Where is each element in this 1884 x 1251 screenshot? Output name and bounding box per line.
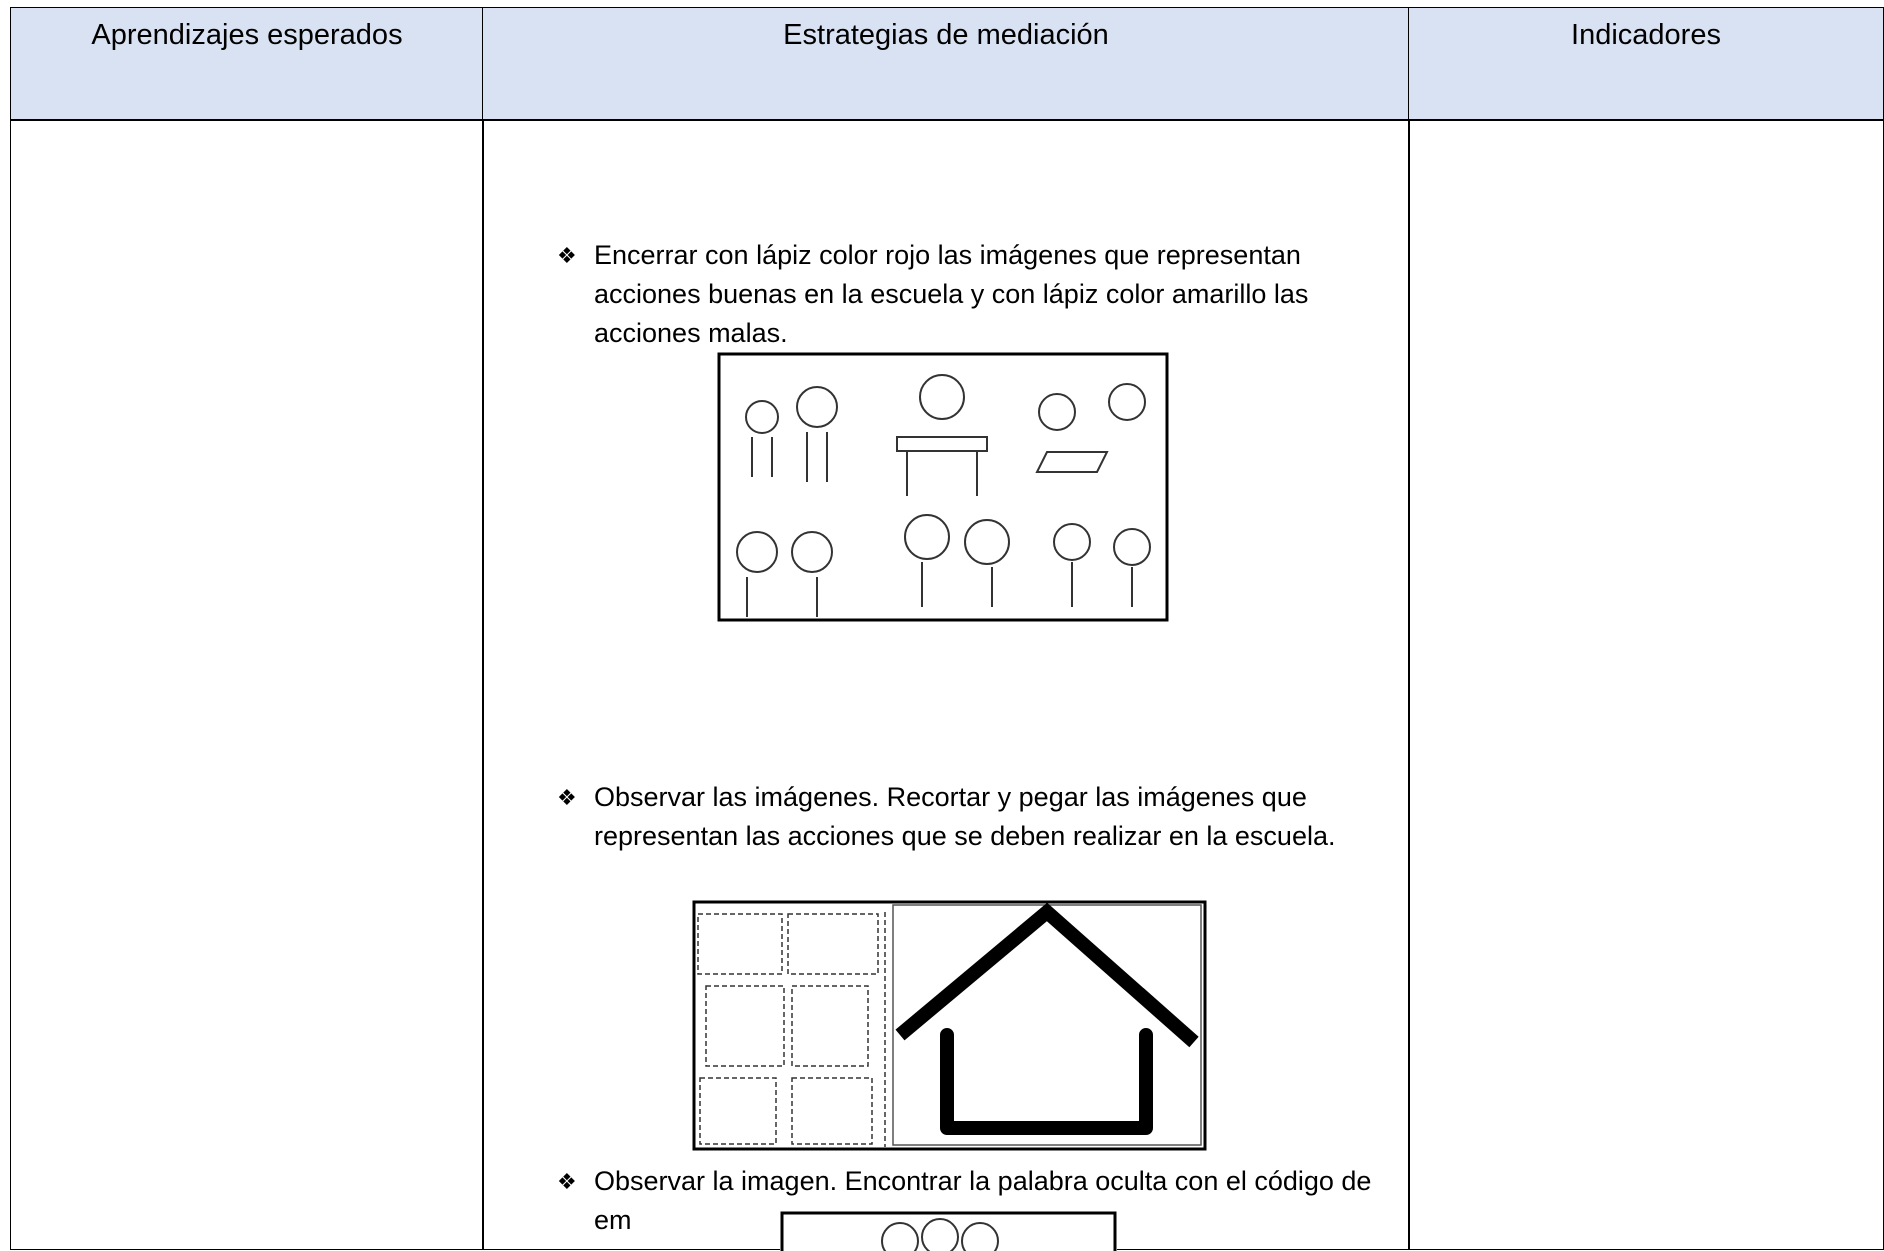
header-cell: Estrategias de mediación: [482, 7, 1410, 120]
illustration: [692, 900, 1207, 1151]
illustration: [717, 352, 1169, 622]
activity: ❖ Encerrar con lápiz color rojo las imáge…: [557, 236, 1387, 353]
activity-text: Observar la imagen. Encontrar la palabra…: [594, 1166, 1372, 1235]
activity: ❖ Observar las imágenes. Recortar y pegar…: [557, 778, 1387, 856]
activity: ❖ Observar la imagen. Encontrar la palabr…: [557, 1162, 1387, 1240]
header-cell: Indicadores: [1408, 7, 1884, 120]
activity-text: Encerrar con lápiz color rojo las imágen…: [594, 240, 1309, 348]
header-cell: Aprendizajes esperados: [10, 7, 484, 120]
illustration: [780, 1211, 1117, 1251]
activity-text: Observar las imágenes. Recortar y pegar …: [594, 782, 1336, 851]
body-cell: [10, 120, 484, 1250]
body-cell: [1408, 120, 1884, 1250]
